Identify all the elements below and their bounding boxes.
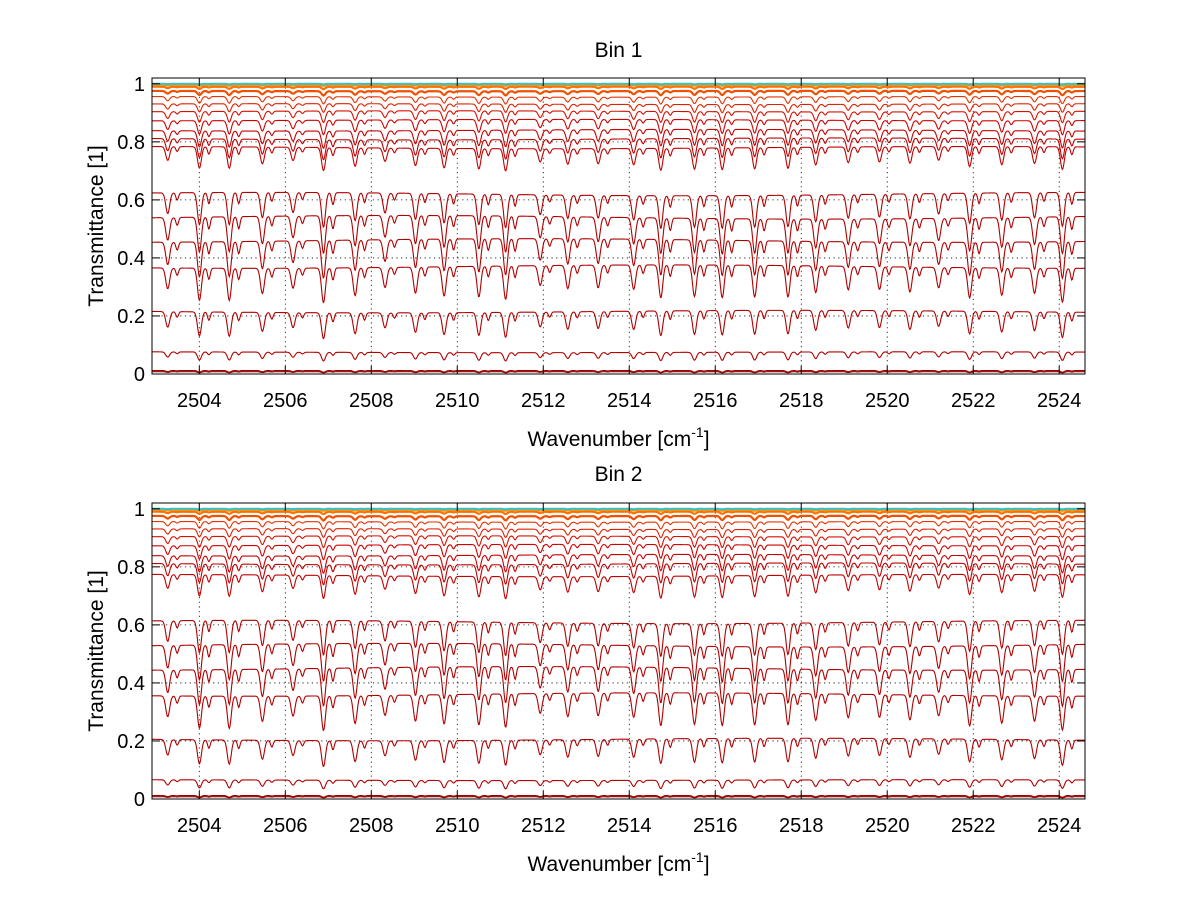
series-line [152, 528, 1085, 539]
series-line [152, 191, 1085, 230]
series-line [152, 214, 1085, 256]
series-line [152, 666, 1085, 708]
series-line [152, 737, 1085, 768]
x-tick-label: 2506 [263, 390, 308, 412]
x-axis-label-suffix: ] [704, 853, 710, 876]
x-axis-label: Wavenumber [cm-1] [527, 849, 709, 876]
y-tick-label: 0.2 [117, 731, 145, 753]
series-line [152, 371, 1085, 374]
series-line [152, 642, 1085, 684]
x-tick-label: 2518 [779, 815, 824, 837]
subplot-title: Bin 2 [595, 463, 643, 486]
x-tick-label: 2520 [865, 815, 910, 837]
x-axis-label-suffix: ] [704, 428, 710, 451]
series-line [152, 351, 1085, 362]
series-line [152, 118, 1085, 136]
x-tick-label: 2510 [435, 390, 480, 412]
series-line [152, 238, 1085, 281]
x-tick-label: 2510 [435, 815, 480, 837]
x-tick-label: 2504 [177, 815, 222, 837]
series-line [152, 369, 1085, 373]
x-tick-label: 2506 [263, 815, 308, 837]
y-tick-label: 0.6 [117, 190, 145, 212]
y-axis-label: Transmittance [1] [85, 570, 108, 731]
series-line [152, 82, 1085, 86]
y-tick-label: 0.4 [117, 673, 145, 695]
x-tick-label: 2514 [607, 390, 652, 412]
series-line [152, 535, 1085, 549]
series-line [152, 128, 1085, 149]
y-tick-label: 0 [134, 364, 145, 386]
x-tick-label: 2512 [521, 390, 566, 412]
y-tick-label: 0.8 [117, 132, 145, 154]
x-tick-label: 2520 [865, 390, 910, 412]
subplot-1: 2504 2506 2508 2510 2512 2514 2516 2518 2520 2522… [85, 39, 1086, 451]
x-axis-label-superscript: -1 [691, 849, 704, 865]
x-axis-label: Wavenumber [cm-1] [527, 424, 709, 451]
series-line [152, 264, 1085, 304]
x-tick-label: 2516 [693, 815, 738, 837]
series-line [152, 520, 1085, 530]
y-tick-label: 1 [134, 499, 145, 521]
series-group [152, 82, 1085, 374]
subplot-2: 2504 2506 2508 2510 2512 2514 2516 2518 2520 2522… [85, 463, 1086, 876]
series-line [152, 573, 1085, 600]
series-line [152, 619, 1085, 658]
series-line [152, 110, 1085, 124]
x-tick-label: 2512 [521, 815, 566, 837]
series-line [152, 543, 1085, 561]
series-line [152, 510, 1085, 516]
x-tick-label: 2508 [349, 815, 394, 837]
y-axis-label: Transmittance [1] [85, 145, 108, 306]
series-line [152, 95, 1085, 105]
x-tick-label: 2518 [779, 390, 824, 412]
x-axis-label-superscript: -1 [691, 424, 704, 440]
subplot-title: Bin 1 [595, 39, 643, 62]
series-line [152, 309, 1085, 340]
x-tick-label: 2504 [177, 390, 222, 412]
series-line [152, 692, 1085, 732]
x-tick-label: 2524 [1037, 390, 1082, 412]
subplot-panels: 2504 2506 2508 2510 2512 2514 2516 2518 2520 2522… [85, 39, 1086, 876]
x-tick-label: 2516 [693, 390, 738, 412]
y-tick-label: 0 [134, 789, 145, 811]
y-tick-label: 0.6 [117, 615, 145, 637]
x-tick-label: 2524 [1037, 815, 1082, 837]
y-tick-label: 1 [134, 74, 145, 96]
axes-box [151, 77, 1086, 375]
series-line [152, 507, 1085, 511]
x-tick-label: 2514 [607, 815, 652, 837]
axes-box [151, 502, 1086, 800]
y-tick-label: 0.2 [117, 306, 145, 328]
x-tick-label: 2508 [349, 390, 394, 412]
series-line [152, 553, 1085, 574]
x-tick-label: 2522 [951, 815, 996, 837]
series-line [152, 103, 1085, 114]
series-line [152, 89, 1085, 97]
series-line [152, 794, 1085, 798]
series-group [152, 507, 1085, 799]
x-axis-label-main: Wavenumber [cm [527, 428, 691, 451]
series-line [152, 514, 1085, 522]
x-axis-label-main: Wavenumber [cm [527, 853, 691, 876]
x-tick-label: 2522 [951, 390, 996, 412]
series-line [152, 562, 1085, 586]
series-line [152, 85, 1085, 91]
series-line [152, 145, 1085, 172]
y-tick-label: 0.4 [117, 248, 145, 270]
series-line [152, 796, 1085, 799]
series-line [152, 137, 1085, 161]
series-line [152, 779, 1085, 790]
y-tick-label: 0.8 [117, 557, 145, 579]
